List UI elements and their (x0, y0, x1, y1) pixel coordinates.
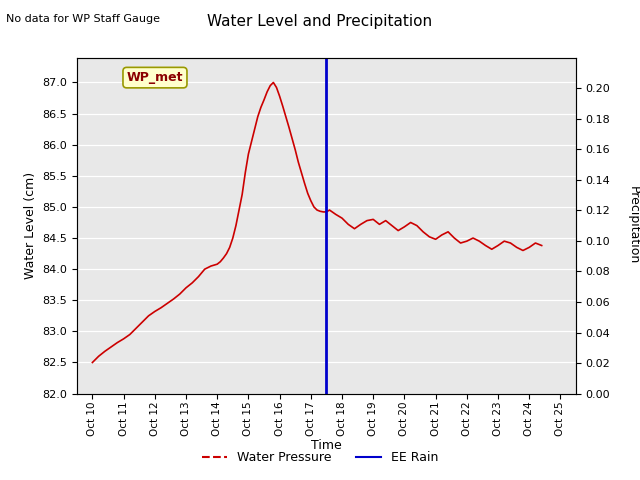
Text: WP_met: WP_met (127, 71, 183, 84)
X-axis label: Time: Time (311, 439, 342, 452)
Y-axis label: Water Level (cm): Water Level (cm) (24, 172, 36, 279)
Text: No data for WP Staff Gauge: No data for WP Staff Gauge (6, 14, 161, 24)
Legend: Water Pressure, EE Rain: Water Pressure, EE Rain (196, 446, 444, 469)
Text: Water Level and Precipitation: Water Level and Precipitation (207, 14, 433, 29)
Y-axis label: Precipitation: Precipitation (627, 186, 640, 265)
